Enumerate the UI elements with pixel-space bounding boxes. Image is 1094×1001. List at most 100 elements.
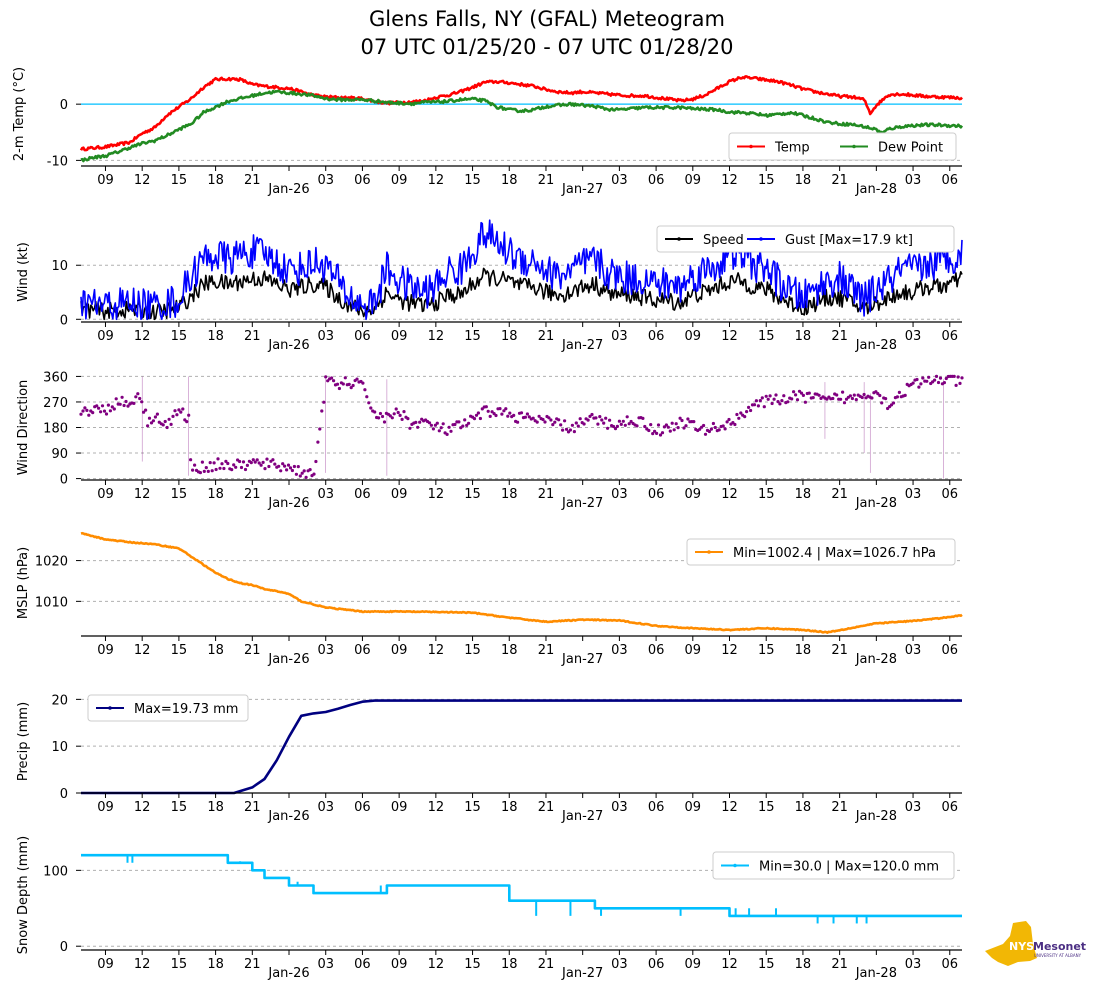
wind-direction-point (224, 459, 228, 463)
wind-direction-point (204, 466, 208, 470)
wind-direction-point (431, 427, 435, 431)
wdir-x-tick-label: 12 (134, 487, 151, 502)
wind-direction-point (361, 381, 365, 385)
wdir-y-tick-label: 0 (60, 473, 68, 488)
wind-direction-point (889, 403, 894, 407)
wind-direction-point (171, 414, 175, 418)
wind-direction-point (341, 382, 345, 386)
precip-x-tick-label: 09 (685, 800, 702, 815)
wind-direction-point (835, 393, 839, 397)
wind-direction-point (891, 401, 896, 405)
wind-direction-point (559, 423, 563, 427)
wind-direction-point (461, 424, 465, 428)
wind-direction-point (825, 397, 829, 401)
wind-direction-point (574, 421, 578, 425)
snow-legend-box (712, 851, 955, 880)
wind-x-tick-label: 21 (538, 329, 555, 344)
wind-direction-point (494, 413, 498, 418)
mslp-x-tick-label: 15 (758, 643, 775, 658)
temp-x-tick-label: 18 (501, 173, 518, 188)
wind-direction-point (351, 383, 355, 388)
wind-direction-point (202, 469, 206, 473)
wind-direction-point (602, 421, 606, 425)
snow-x-tick-label: 03 (317, 957, 334, 972)
wind-direction-point (723, 427, 727, 431)
temp-x-tick-label: 06 (648, 173, 665, 188)
temp-x-tick-label: 03 (905, 173, 922, 188)
legend-label-wind-1: Gust [Max=17.9 kt] (785, 233, 913, 248)
wind-direction-point (457, 420, 461, 424)
wind-direction-point (320, 409, 324, 413)
wdir-x-tick-label: 06 (648, 487, 665, 502)
wdir-x-tick-label: 06 (941, 487, 958, 502)
wind-direction-point (232, 463, 236, 467)
wind-direction-point (925, 379, 929, 383)
snow-x-tick-label: 15 (171, 957, 188, 972)
wind-direction-point (296, 465, 300, 469)
wind-x-tick-label: 03 (905, 329, 922, 344)
temp-x-tick-label: Jan-28 (855, 182, 897, 197)
wdir-x-tick-label: 09 (685, 487, 702, 502)
new-york-state-icon (985, 921, 1037, 966)
wind-x-tick-label: 15 (464, 329, 481, 344)
mslp-x-tick-label: Jan-26 (267, 652, 309, 667)
wind-direction-point (349, 386, 353, 390)
wind-direction-point (886, 406, 890, 411)
wind-direction-point (114, 397, 118, 401)
mslp-x-tick-label: 21 (244, 643, 261, 658)
wind-direction-point (253, 460, 257, 464)
precip-x-tick-label: 15 (464, 800, 481, 815)
snow-x-tick-label: 09 (97, 957, 114, 972)
wind-direction-point (766, 397, 770, 401)
wind-direction-point (226, 461, 230, 466)
wind-direction-point (453, 422, 457, 427)
mslp-legend-box (686, 538, 956, 566)
wind-x-tick-label: 06 (941, 329, 958, 344)
precip-legend: Max=19.73 mm (87, 694, 249, 722)
wind-direction-point (549, 418, 553, 422)
wind-direction-point (790, 397, 794, 401)
wind-direction-point (220, 462, 224, 466)
series-line-wind-0 (80, 267, 963, 321)
temp-x-tick-label: Jan-27 (561, 182, 603, 197)
wind-direction-point (952, 374, 956, 378)
wind-x-tick-label: 18 (795, 329, 812, 344)
series-line-temp-0 (79, 75, 963, 152)
wind-direction-point (672, 428, 676, 432)
wind-direction-point (942, 381, 947, 385)
wind-direction-point (933, 378, 937, 382)
wind-direction-point (445, 432, 449, 436)
wind-direction-point (508, 411, 512, 415)
temp-x-tick-label: 06 (941, 173, 958, 188)
series-precip-0 (81, 699, 962, 795)
mslp-x-tick-label: 03 (317, 643, 334, 658)
wind-direction-point (488, 414, 492, 418)
wind-direction-point (666, 425, 670, 429)
snow-x-tick-label: 15 (464, 957, 481, 972)
wind-direction-point (337, 386, 341, 391)
snow-x-tick-label: 18 (795, 957, 812, 972)
wind-x-tick-label: Jan-27 (561, 338, 603, 353)
temp-y-tick-label: 0 (60, 98, 68, 113)
precip-x-tick-label: 12 (428, 800, 445, 815)
mslp-x-tick-label: 18 (501, 643, 518, 658)
wind-direction-point (400, 417, 404, 421)
legend-marker (108, 706, 112, 710)
wind-direction-point (936, 380, 941, 385)
precip-x-tick-label: 18 (207, 800, 224, 815)
wind-direction-point (934, 374, 939, 378)
wind-direction-point (304, 475, 308, 479)
wind-direction-point (590, 412, 594, 417)
precip-x-tick-label: 18 (795, 800, 812, 815)
wind-direction-point (568, 428, 573, 432)
temp-x-tick-label: 21 (244, 173, 261, 188)
wind-direction-point (138, 396, 142, 401)
wind-direction-point (776, 400, 780, 404)
wind-direction-point (692, 420, 696, 424)
wind-direction-point (380, 414, 385, 419)
legend-label-wind-0: Speed (703, 233, 744, 248)
wind-direction-point (731, 421, 735, 425)
mslp-x-tick-label: 03 (905, 643, 922, 658)
